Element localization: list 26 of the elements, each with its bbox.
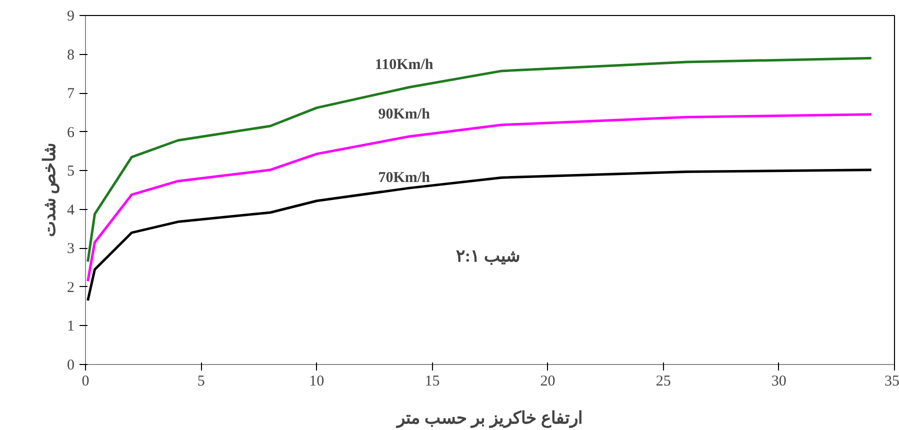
y-tick-label: 0 xyxy=(67,358,74,374)
x-tick-label: 5 xyxy=(197,374,205,390)
y-tick-label: 5 xyxy=(67,164,74,180)
x-tick-label: 20 xyxy=(540,374,556,390)
x-tick-label: 35 xyxy=(884,374,899,390)
x-tick-label: 30 xyxy=(771,374,786,390)
line-series xyxy=(86,168,873,302)
x-tick-label: 25 xyxy=(656,374,671,390)
annotation: شیب ۲:۱ xyxy=(456,246,520,266)
series-label: 70Km/h xyxy=(378,170,431,186)
series-label: 110Km/h xyxy=(374,57,434,74)
y-tick-label: 6 xyxy=(67,124,75,141)
y-tick-label: 9 xyxy=(67,8,74,24)
y-tick-label: 1 xyxy=(67,318,74,335)
y-tick-label: 7 xyxy=(67,86,75,102)
y-axis-title: شاخص شدت xyxy=(40,142,60,238)
x-tick-label: 10 xyxy=(309,374,324,390)
y-tick-label: 8 xyxy=(67,47,74,64)
y-tick-label: 3 xyxy=(67,241,74,258)
x-axis-title: ارتفاع خاکریز بر حسب متر xyxy=(395,408,583,428)
series-label: 90Km/h xyxy=(378,106,431,122)
y-tick-label: 4 xyxy=(67,202,75,218)
x-tick-label: 0 xyxy=(82,374,90,390)
x-tick-label: 15 xyxy=(424,374,440,390)
line-series xyxy=(86,56,873,263)
y-tick-label: 2 xyxy=(67,280,74,296)
